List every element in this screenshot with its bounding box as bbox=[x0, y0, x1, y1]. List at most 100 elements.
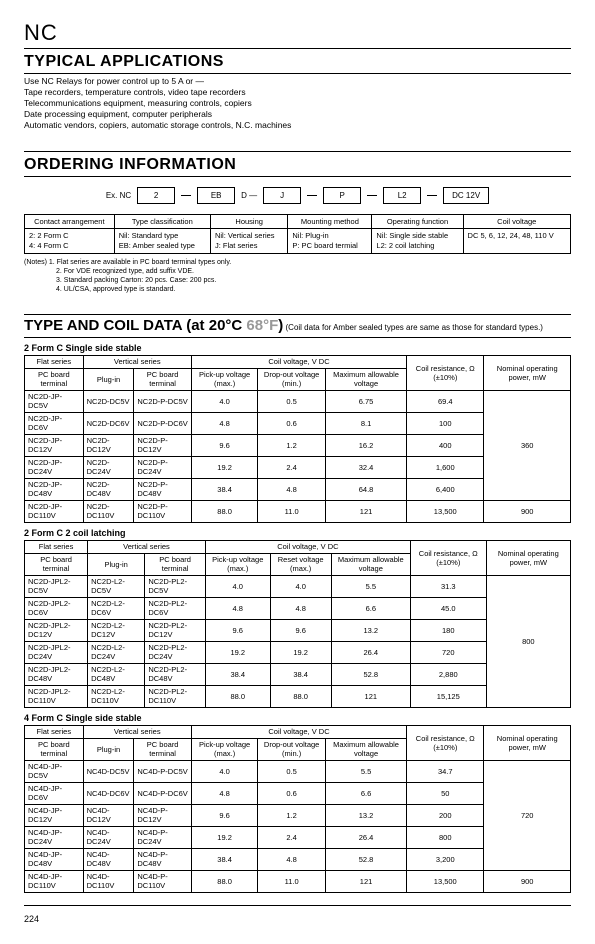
table-header: Coil resistance, Ω (±10%) bbox=[410, 540, 486, 575]
table-cell: 900 bbox=[484, 870, 571, 892]
table-header: Nominal operating power, mW bbox=[484, 355, 571, 390]
table-cell: 4.8 bbox=[205, 597, 270, 619]
table-cell: 0.6 bbox=[258, 412, 326, 434]
table-cell: 1.2 bbox=[258, 804, 326, 826]
table-cell: NC4D-DC48V bbox=[83, 848, 134, 870]
table-cell: NC2D-PL2-DC5V bbox=[145, 575, 206, 597]
table-cell: 16.2 bbox=[326, 434, 407, 456]
table-cell: 6.6 bbox=[331, 597, 410, 619]
table-cell: 26.4 bbox=[326, 826, 407, 848]
table-caption: 2 Form C Single side stable bbox=[24, 343, 571, 353]
table-cell: 26.4 bbox=[331, 641, 410, 663]
table-cell: NC2D-PL2-DC6V bbox=[145, 597, 206, 619]
table-cell: 4.0 bbox=[205, 575, 270, 597]
ordering-cell: Nil: Vertical seriesJ: Flat series bbox=[210, 229, 287, 254]
table-cell: 4.8 bbox=[270, 597, 331, 619]
table-cell: 4.8 bbox=[191, 412, 257, 434]
table-cell: 121 bbox=[326, 500, 407, 522]
table-header: Coil voltage, V DC bbox=[205, 540, 410, 553]
table-cell: 64.8 bbox=[326, 478, 407, 500]
table-cell: NC2D-PL2-DC48V bbox=[145, 663, 206, 685]
table-cell: NC2D-JPL2-DC6V bbox=[25, 597, 88, 619]
diagram-prefix: Ex. NC bbox=[106, 191, 131, 200]
table-cell: NC2D-JP-DC110V bbox=[25, 500, 84, 522]
table-cell: 88.0 bbox=[191, 500, 257, 522]
applications-text: Use NC Relays for power control up to 5 … bbox=[24, 76, 571, 130]
table-cell: 2,880 bbox=[410, 663, 486, 685]
table-caption: 4 Form C Single side stable bbox=[24, 713, 571, 723]
divider bbox=[24, 73, 571, 74]
table-cell: 6.75 bbox=[326, 390, 407, 412]
table-cell: NC4D-DC5V bbox=[83, 760, 134, 782]
table-cell: NC4D-JP-DC6V bbox=[25, 782, 84, 804]
table-cell: NC4D-P-DC12V bbox=[134, 804, 192, 826]
table-cell: 121 bbox=[331, 685, 410, 707]
table-header: Nominal operating power, mW bbox=[486, 540, 570, 575]
table-cell: 0.5 bbox=[258, 390, 326, 412]
table-cell: NC2D-P-DC110V bbox=[134, 500, 192, 522]
table-cell: 800 bbox=[407, 826, 484, 848]
applications-line: Automatic vendors, copiers, automatic st… bbox=[24, 120, 571, 130]
table-caption: 2 Form C 2 coil latching bbox=[24, 528, 571, 538]
series-code: NC bbox=[24, 20, 571, 46]
table-cell: 8.1 bbox=[326, 412, 407, 434]
table-cell: NC4D-JP-DC12V bbox=[25, 804, 84, 826]
table-cell: 88.0 bbox=[205, 685, 270, 707]
coil-data-table: Flat seriesVertical seriesCoil voltage, … bbox=[24, 725, 571, 893]
table-subheader: Pick-up voltage (max.) bbox=[205, 553, 270, 575]
table-cell: 9.6 bbox=[191, 434, 257, 456]
table-cell: NC2D-L2-DC110V bbox=[88, 685, 145, 707]
table-header: Vertical series bbox=[83, 355, 191, 368]
table-cell: 13.2 bbox=[331, 619, 410, 641]
ordering-header: Operating function bbox=[372, 215, 463, 229]
table-cell: 180 bbox=[410, 619, 486, 641]
table-cell: NC4D-JP-DC5V bbox=[25, 760, 84, 782]
table-subheader: PC board terminal bbox=[25, 553, 88, 575]
table-cell: NC2D-P-DC6V bbox=[134, 412, 192, 434]
ordering-cell: Nil: Plug-inP: PC board termial bbox=[288, 229, 372, 254]
table-cell: 19.2 bbox=[205, 641, 270, 663]
table-subheader: PC board terminal bbox=[25, 368, 84, 390]
table-cell: 4.0 bbox=[191, 390, 257, 412]
table-subheader: Plug-in bbox=[88, 553, 145, 575]
table-cell: NC2D-PL2-DC12V bbox=[145, 619, 206, 641]
ordering-table: Contact arrangementType classificationHo… bbox=[24, 214, 571, 254]
table-cell: 4.8 bbox=[191, 782, 257, 804]
table-cell: 4.0 bbox=[270, 575, 331, 597]
table-subheader: Reset voltage (max.) bbox=[270, 553, 331, 575]
table-cell: 2.4 bbox=[258, 826, 326, 848]
table-cell: NC4D-JP-DC110V bbox=[25, 870, 84, 892]
table-subheader: Pick-up voltage (max.) bbox=[191, 368, 257, 390]
table-cell: 1.2 bbox=[258, 434, 326, 456]
ordering-cell: Nil: Standard typeEB: Amber sealed type bbox=[114, 229, 210, 254]
diagram-connector bbox=[427, 195, 437, 196]
table-cell: NC4D-JP-DC24V bbox=[25, 826, 84, 848]
divider bbox=[24, 151, 571, 152]
table-cell: 52.8 bbox=[326, 848, 407, 870]
diagram-box: EB bbox=[197, 187, 235, 204]
table-subheader: Pick-up voltage (max.) bbox=[191, 738, 257, 760]
typedata-subtitle: (Coil data for Amber sealed types are sa… bbox=[283, 323, 543, 332]
table-cell: NC2D-JPL2-DC110V bbox=[25, 685, 88, 707]
table-cell: 9.6 bbox=[191, 804, 257, 826]
table-header: Vertical series bbox=[88, 540, 206, 553]
table-cell: NC4D-DC12V bbox=[83, 804, 134, 826]
table-cell: 0.5 bbox=[258, 760, 326, 782]
table-cell: 38.4 bbox=[270, 663, 331, 685]
applications-line: Tape recorders, temperature controls, vi… bbox=[24, 87, 571, 97]
table-cell: 38.4 bbox=[205, 663, 270, 685]
table-cell: 15,125 bbox=[410, 685, 486, 707]
table-subheader: Drop-out voltage (min.) bbox=[258, 738, 326, 760]
ordering-notes: (Notes) 1. Flat series are available in … bbox=[24, 258, 571, 294]
divider bbox=[24, 176, 571, 177]
diagram-box: DC 12V bbox=[443, 187, 489, 204]
applications-title: TYPICAL APPLICATIONS bbox=[24, 53, 571, 71]
table-cell: NC2D-JP-DC24V bbox=[25, 456, 84, 478]
table-cell: NC2D-DC110V bbox=[83, 500, 134, 522]
ordering-header: Coil voltage bbox=[463, 215, 570, 229]
table-header: Coil resistance, Ω (±10%) bbox=[407, 355, 484, 390]
table-cell: NC2D-JPL2-DC48V bbox=[25, 663, 88, 685]
diagram-box: 2 bbox=[137, 187, 175, 204]
diagram-connector bbox=[181, 195, 191, 196]
table-cell: NC2D-P-DC48V bbox=[134, 478, 192, 500]
